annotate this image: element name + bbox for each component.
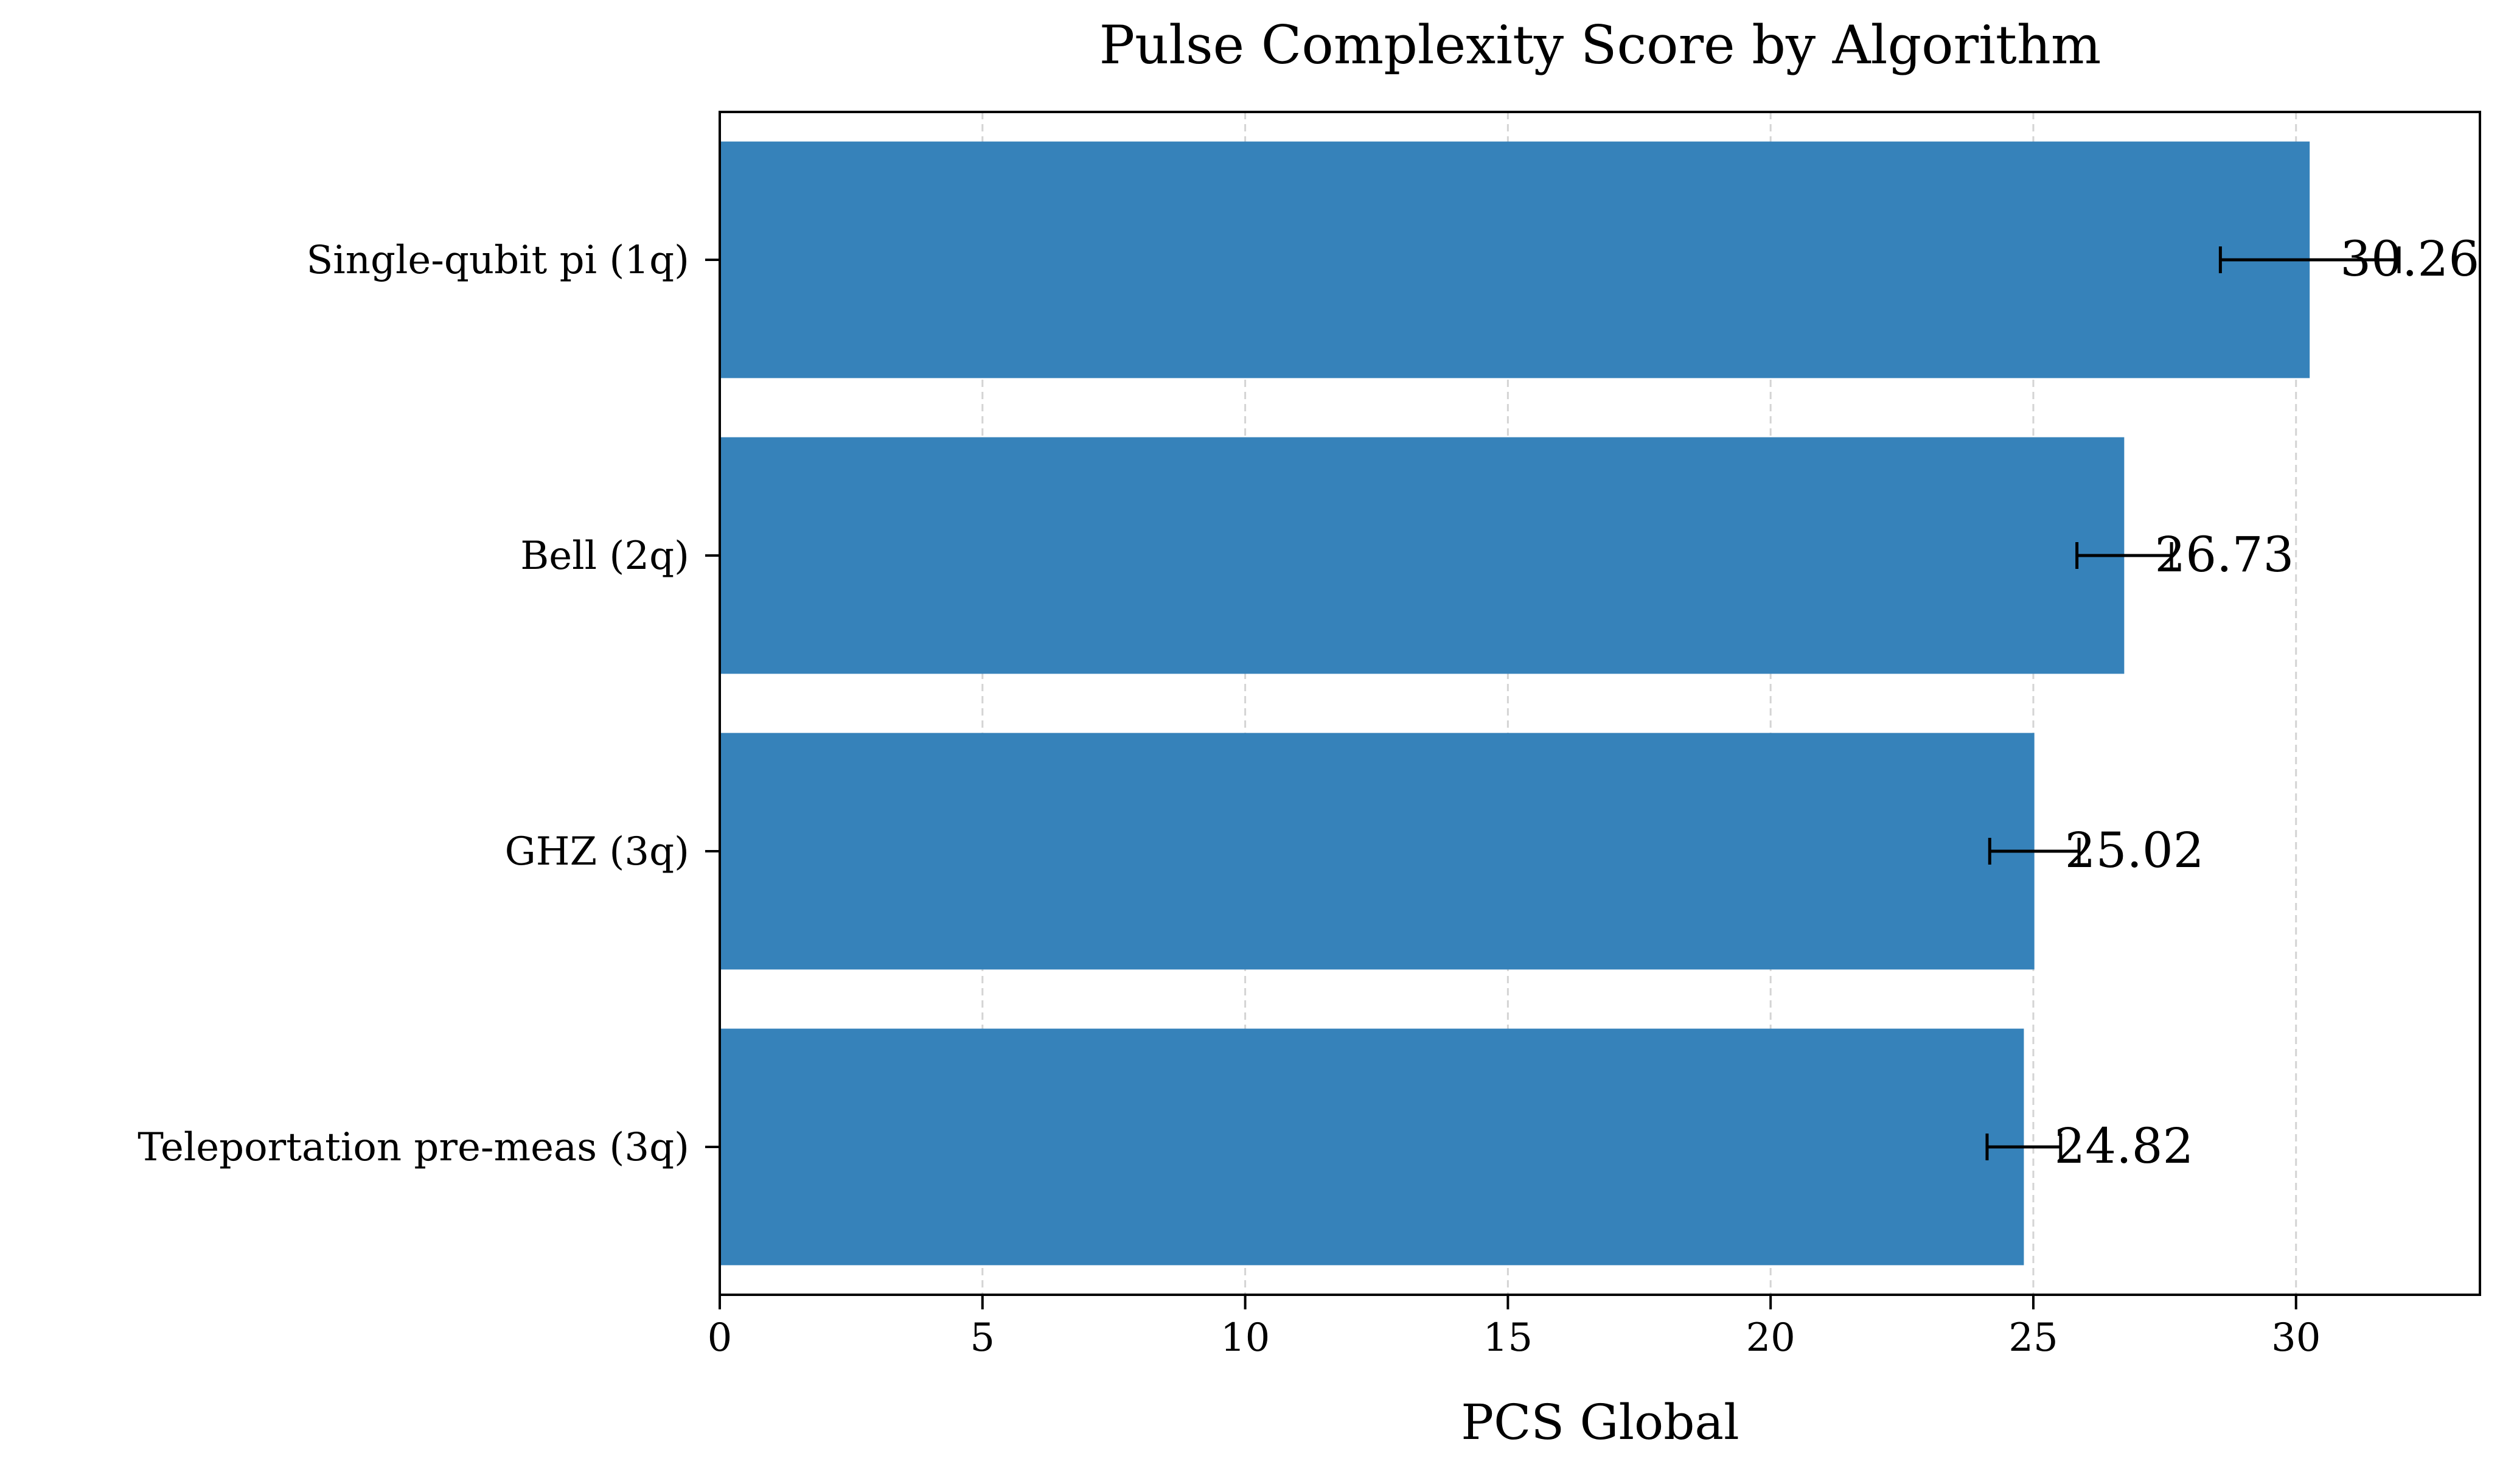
value-label: 24.82 xyxy=(2054,1118,2193,1174)
value-label: 25.02 xyxy=(2065,822,2204,879)
plot-frame xyxy=(719,111,2481,1296)
y-axis-ticks: Single-qubit pi (1q) Bell (2q) GHZ (3q) Tel… xyxy=(138,238,720,1170)
value-label: 26.73 xyxy=(2154,526,2294,583)
x-tick-label: 10 xyxy=(1220,1315,1270,1360)
y-tick-label: Bell (2q) xyxy=(520,534,689,579)
x-tick-label: 30 xyxy=(2271,1315,2321,1360)
bar xyxy=(720,1028,2024,1266)
x-tick-label: 15 xyxy=(1483,1315,1533,1360)
x-tick-label: 25 xyxy=(2008,1315,2058,1360)
x-tick-label: 20 xyxy=(1746,1315,1795,1360)
y-tick-label: Teleportation pre-meas (3q) xyxy=(138,1125,689,1170)
chart-title: Pulse Complexity Score by Algorithm xyxy=(1099,14,2101,76)
x-axis-label: PCS Global xyxy=(1461,1394,1739,1451)
bars xyxy=(720,141,2310,1266)
x-tick-label: 5 xyxy=(970,1315,995,1360)
value-labels: 30.26 26.73 25.02 24.82 xyxy=(2054,231,2479,1174)
x-axis-ticks: 0 5 10 15 20 25 30 xyxy=(708,1295,2321,1360)
y-tick-label: Single-qubit pi (1q) xyxy=(306,238,689,283)
value-label: 30.26 xyxy=(2340,231,2479,287)
x-tick-label: 0 xyxy=(708,1315,733,1360)
bar xyxy=(720,141,2310,378)
y-tick-label: GHZ (3q) xyxy=(505,829,689,874)
error-bars xyxy=(1985,246,2401,1160)
bar xyxy=(720,437,2125,674)
bar xyxy=(720,733,2035,970)
